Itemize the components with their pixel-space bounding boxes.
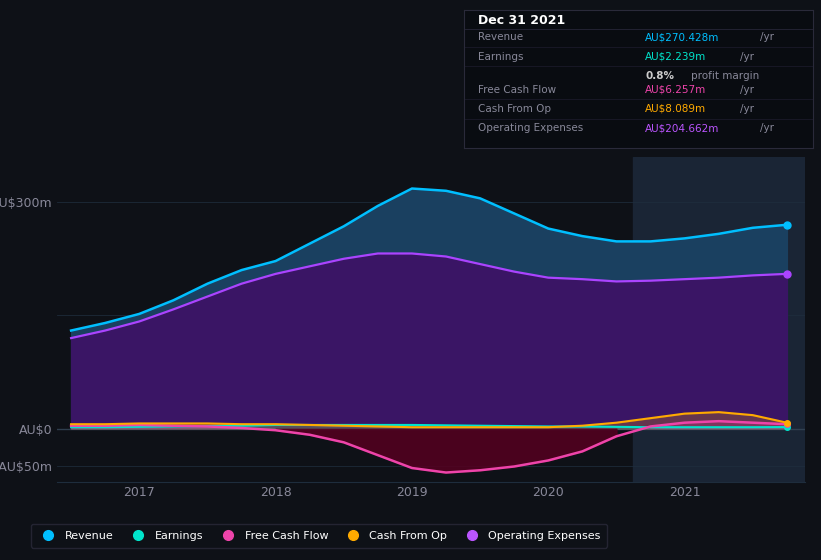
Text: Revenue: Revenue — [478, 32, 523, 43]
Text: /yr: /yr — [759, 32, 773, 43]
Text: Earnings: Earnings — [478, 52, 523, 62]
Text: /yr: /yr — [741, 52, 754, 62]
Text: profit margin: profit margin — [691, 71, 759, 81]
Bar — [633, 157, 805, 482]
Text: AU$8.089m: AU$8.089m — [645, 104, 706, 114]
Text: AU$204.662m: AU$204.662m — [645, 123, 720, 133]
Text: Dec 31 2021: Dec 31 2021 — [478, 13, 565, 27]
Text: Operating Expenses: Operating Expenses — [478, 123, 583, 133]
Text: Free Cash Flow: Free Cash Flow — [478, 85, 556, 95]
Text: Cash From Op: Cash From Op — [478, 104, 551, 114]
Text: AU$270.428m: AU$270.428m — [645, 32, 720, 43]
Text: /yr: /yr — [759, 123, 773, 133]
Text: 0.8%: 0.8% — [645, 71, 674, 81]
Text: /yr: /yr — [741, 85, 754, 95]
Legend: Revenue, Earnings, Free Cash Flow, Cash From Op, Operating Expenses: Revenue, Earnings, Free Cash Flow, Cash … — [30, 524, 608, 548]
Text: /yr: /yr — [741, 104, 754, 114]
Text: AU$6.257m: AU$6.257m — [645, 85, 707, 95]
Text: AU$2.239m: AU$2.239m — [645, 52, 707, 62]
